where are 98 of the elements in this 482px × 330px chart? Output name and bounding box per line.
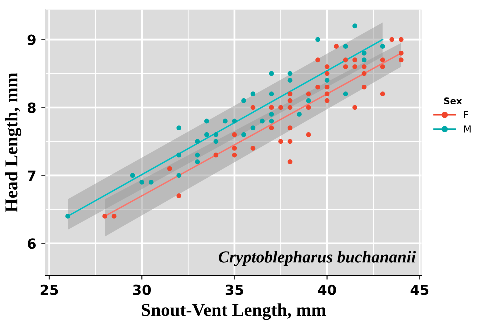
- point: [269, 126, 274, 131]
- point: [306, 98, 312, 104]
- point: [176, 126, 182, 131]
- point: [288, 98, 293, 104]
- x-tick-label: 45: [410, 285, 429, 296]
- point: [324, 64, 330, 70]
- point: [269, 112, 274, 117]
- point: [260, 118, 265, 124]
- legend-label: F: [464, 111, 468, 119]
- point: [195, 139, 200, 144]
- point: [269, 118, 274, 124]
- point: [334, 44, 339, 49]
- point: [288, 105, 293, 110]
- point: [112, 214, 117, 219]
- annotation: Cryptoblepharus buchananii: [218, 251, 416, 266]
- point: [214, 132, 219, 138]
- point: [242, 132, 246, 138]
- point: [250, 126, 256, 131]
- x-tick-label: 30: [133, 284, 152, 296]
- point: [343, 92, 348, 97]
- point: [214, 139, 219, 144]
- point: [380, 92, 386, 97]
- point: [306, 132, 312, 138]
- point: [140, 180, 144, 185]
- point: [195, 152, 200, 158]
- point: [278, 105, 284, 110]
- point: [232, 152, 238, 158]
- point: [306, 105, 312, 110]
- point: [232, 118, 238, 124]
- point: [306, 92, 312, 97]
- point: [269, 105, 274, 110]
- legend-label: M: [464, 126, 471, 133]
- point: [352, 24, 358, 29]
- point: [204, 132, 210, 138]
- point: [380, 44, 386, 49]
- point: [223, 118, 228, 124]
- legend-title: Sex: [444, 98, 462, 105]
- point: [362, 71, 367, 76]
- point: [352, 105, 358, 110]
- point: [176, 194, 182, 198]
- y-tick-label: 8: [28, 102, 36, 114]
- point: [102, 214, 108, 219]
- point: [390, 37, 395, 42]
- point: [316, 84, 320, 90]
- point: [250, 105, 256, 110]
- x-axis-title: Snout-Vent Length, mm: [142, 304, 326, 320]
- point: [232, 146, 238, 151]
- point: [288, 139, 293, 144]
- point: [324, 78, 330, 83]
- point: [130, 173, 136, 178]
- point: [352, 58, 358, 63]
- point: [269, 71, 274, 76]
- point: [176, 152, 182, 158]
- point: [343, 64, 348, 70]
- point: [324, 84, 330, 90]
- point: [316, 58, 320, 63]
- point: [269, 92, 274, 97]
- x-tick-label: 25: [40, 284, 58, 296]
- point: [250, 92, 256, 97]
- point: [362, 58, 367, 63]
- point: [288, 71, 293, 76]
- point: [288, 126, 293, 131]
- y-tick-label: 9: [28, 34, 36, 46]
- point: [362, 84, 367, 90]
- point: [398, 58, 404, 63]
- point: [380, 64, 386, 70]
- point: [214, 152, 219, 158]
- point: [66, 214, 70, 219]
- point: [278, 139, 284, 144]
- point: [398, 37, 404, 42]
- point: [362, 64, 367, 70]
- point: [232, 132, 238, 138]
- point: [288, 78, 293, 83]
- y-axis-title: Head Length, mm: [5, 73, 22, 212]
- point: [324, 98, 330, 104]
- y-tick-label: 6: [28, 238, 36, 250]
- point: [316, 37, 320, 42]
- point: [352, 64, 358, 70]
- point: [195, 160, 200, 164]
- point: [343, 58, 348, 63]
- x-tick-label: 40: [318, 284, 336, 296]
- point: [324, 71, 330, 76]
- point: [288, 160, 293, 164]
- point: [204, 118, 210, 124]
- point: [324, 92, 330, 97]
- point: [380, 58, 386, 63]
- x-tick-label: 35: [226, 284, 244, 296]
- point: [250, 146, 256, 151]
- point: [176, 173, 182, 178]
- y-tick-label: 7: [28, 170, 36, 181]
- point: [343, 44, 348, 49]
- point: [167, 166, 172, 172]
- point: [148, 180, 154, 185]
- point: [398, 50, 404, 56]
- point: [288, 92, 293, 97]
- point: [242, 98, 246, 104]
- point: [297, 112, 302, 117]
- point: [362, 50, 367, 56]
